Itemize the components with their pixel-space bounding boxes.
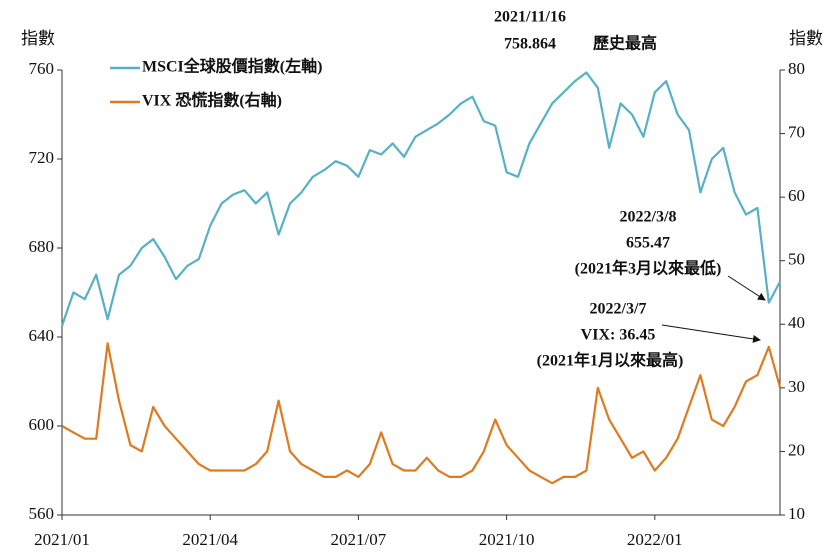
y-tick-label: 600	[29, 415, 55, 434]
x-tick-label: 2021/04	[182, 530, 238, 549]
annotation-arrow	[661, 324, 761, 343]
x-tick-label: 2022/01	[627, 530, 683, 549]
y2-tick-label: 80	[788, 59, 805, 78]
line-series	[61, 342, 782, 485]
x-tick-label: 2021/10	[479, 530, 535, 549]
y2-tick-label: 60	[788, 186, 805, 205]
annotation: 2022/3/7	[590, 301, 647, 318]
y-tick-label: 560	[29, 504, 55, 523]
annotation: (2021年3月以來最低)	[575, 259, 722, 278]
x-tick-label: 2021/01	[34, 530, 90, 549]
annotation: (2021年1月以來最高)	[537, 351, 684, 370]
y-tick-label: 640	[29, 326, 55, 345]
y2-tick-label: 50	[788, 250, 805, 269]
legend-label: MSCI全球股價指數(左軸)	[142, 57, 322, 76]
legend-label: VIX 恐慌指數(右軸)	[142, 91, 282, 110]
y2-tick-label: 70	[788, 122, 805, 141]
annotation: 758.864	[504, 36, 556, 53]
y2-tick-label: 10	[788, 504, 805, 523]
annotation: 2022/3/8	[620, 209, 677, 226]
y2-axis-title: 指數	[789, 29, 823, 48]
annotation: 2021/11/16	[494, 9, 566, 26]
y2-tick-label: 30	[788, 377, 805, 396]
x-tick-label: 2021/07	[331, 530, 387, 549]
line-series	[60, 71, 782, 327]
annotation: 歷史最高	[593, 34, 657, 53]
y-axis-title: 指數	[21, 29, 55, 48]
annotation: 655.47	[626, 235, 670, 252]
y-tick-label: 680	[29, 237, 55, 256]
annotation: VIX: 36.45	[581, 327, 656, 344]
annotation-arrow	[727, 275, 766, 301]
y2-tick-label: 40	[788, 313, 805, 332]
y2-tick-label: 20	[788, 440, 805, 459]
y-tick-label: 760	[29, 59, 55, 78]
y-tick-label: 720	[29, 148, 55, 167]
